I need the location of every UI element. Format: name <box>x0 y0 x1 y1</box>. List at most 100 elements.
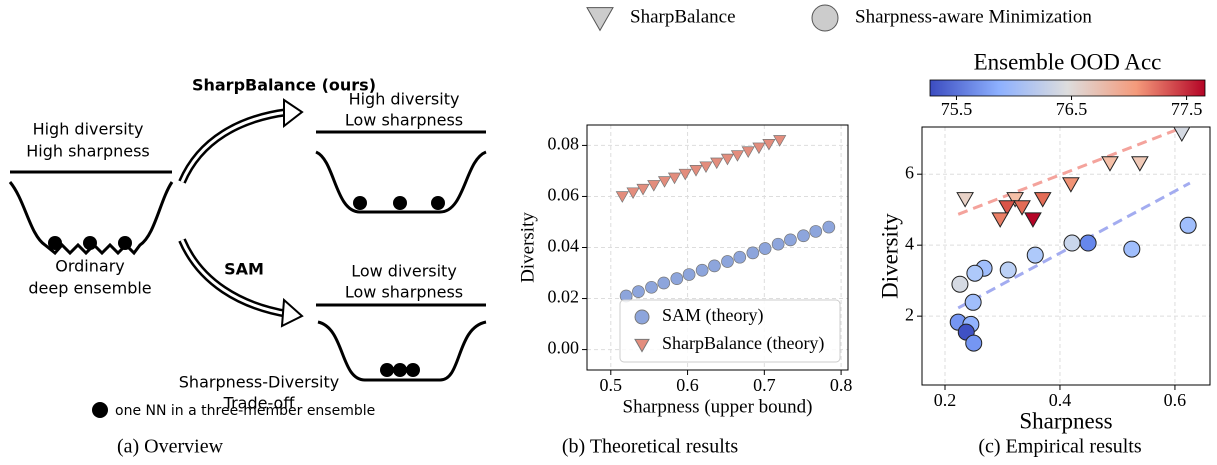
point <box>682 268 696 281</box>
point <box>615 191 629 203</box>
trend-line <box>957 127 1181 216</box>
legend-box <box>619 299 841 363</box>
y-tick-label: 0.02 <box>548 287 580 307</box>
x-tick-label: 0.5 <box>600 375 623 395</box>
point <box>746 246 760 260</box>
ball <box>393 196 407 210</box>
point <box>657 276 671 290</box>
point <box>1101 156 1119 172</box>
state-label: High diversity <box>33 120 144 139</box>
colorbar <box>929 79 1206 97</box>
caption: (b) Theoretical results <box>562 436 738 458</box>
tradeoff-label: Sharpness-Diversity <box>179 373 339 392</box>
point <box>1063 234 1081 252</box>
state-label: Low sharpness <box>345 283 463 302</box>
point <box>708 259 721 273</box>
ball <box>406 363 420 377</box>
point <box>964 293 982 311</box>
arrowhead <box>283 98 304 129</box>
state-label: Low diversity <box>351 262 457 281</box>
point <box>1172 126 1191 142</box>
x-tick-label: 0.6 <box>1164 390 1187 410</box>
ball <box>393 363 407 377</box>
legend-marker <box>811 4 839 32</box>
ball <box>431 196 445 210</box>
x-tick-label: 0.2 <box>934 390 957 410</box>
caption: (c) Empirical results <box>978 436 1141 458</box>
well <box>317 320 487 382</box>
point <box>822 220 836 234</box>
arrow <box>178 108 289 184</box>
legend-label: SharpBalance <box>630 6 736 27</box>
point <box>951 275 969 293</box>
state-label: Low sharpness <box>345 111 463 130</box>
y-tick-label: 4 <box>905 233 914 253</box>
point <box>636 183 650 196</box>
point <box>1131 156 1149 172</box>
colorbar-tick-label: 76.5 <box>1056 99 1088 119</box>
legend-label: SharpBalance (theory) <box>662 333 824 354</box>
point <box>741 146 755 158</box>
tradeoff-label: Trade-off <box>223 394 296 413</box>
x-tick-label: 0.4 <box>1049 390 1072 410</box>
y-tick-label: 0.08 <box>548 134 580 154</box>
y-tick-label: 0.00 <box>548 338 580 358</box>
ball <box>118 236 132 250</box>
colorbar-label: Ensemble OOD Acc <box>974 49 1162 74</box>
point <box>678 168 692 181</box>
point <box>720 153 735 166</box>
legend-label: SAM (theory) <box>662 305 764 326</box>
point <box>1123 240 1141 258</box>
point <box>695 263 709 277</box>
y-axis-label: Diversity <box>517 212 538 283</box>
legend-marker <box>634 338 650 353</box>
point <box>647 180 661 192</box>
legend-marker <box>634 309 650 325</box>
point <box>966 264 984 282</box>
point <box>626 187 640 200</box>
point <box>721 255 734 268</box>
point <box>998 200 1016 216</box>
point <box>733 250 747 264</box>
point <box>1024 212 1042 228</box>
overview: SharpBalance (ours) High diversity High … <box>8 76 487 419</box>
point <box>730 150 745 162</box>
y-tick-label: 2 <box>905 304 914 324</box>
ball <box>380 363 394 377</box>
x-tick-label: 0.6 <box>676 375 699 395</box>
point <box>670 272 684 285</box>
state-label: deep ensemble <box>28 279 151 298</box>
ball <box>48 236 62 250</box>
point <box>956 192 974 208</box>
x-axis-label: Sharpness <box>1019 408 1112 433</box>
point <box>657 176 672 188</box>
y-axis-label: Diversity <box>877 213 902 299</box>
colorbar-tick-label: 77.5 <box>1171 99 1203 119</box>
point <box>965 334 983 352</box>
arrow <box>180 239 289 316</box>
state-label: High sharpness <box>26 142 150 161</box>
x-tick-label: 0.7 <box>753 375 776 395</box>
point <box>710 157 724 170</box>
well <box>315 150 487 214</box>
point <box>784 233 797 247</box>
point <box>1033 192 1052 208</box>
method-label: SAM <box>224 260 264 279</box>
point <box>758 242 772 255</box>
x-tick-label: 0.8 <box>830 375 853 395</box>
point <box>771 237 785 251</box>
point <box>999 261 1017 279</box>
point <box>1006 192 1024 208</box>
state-label: High diversity <box>349 90 460 109</box>
x-axis-label: Sharpness (upper bound) <box>623 396 813 417</box>
legend-marker <box>586 7 614 32</box>
point <box>797 229 810 243</box>
arrow <box>180 110 289 183</box>
caption: (a) Overview <box>117 436 224 458</box>
point <box>1026 246 1044 264</box>
method-label: SharpBalance (ours) <box>192 76 376 95</box>
point <box>699 161 713 174</box>
point <box>667 172 682 185</box>
ball <box>92 402 108 418</box>
